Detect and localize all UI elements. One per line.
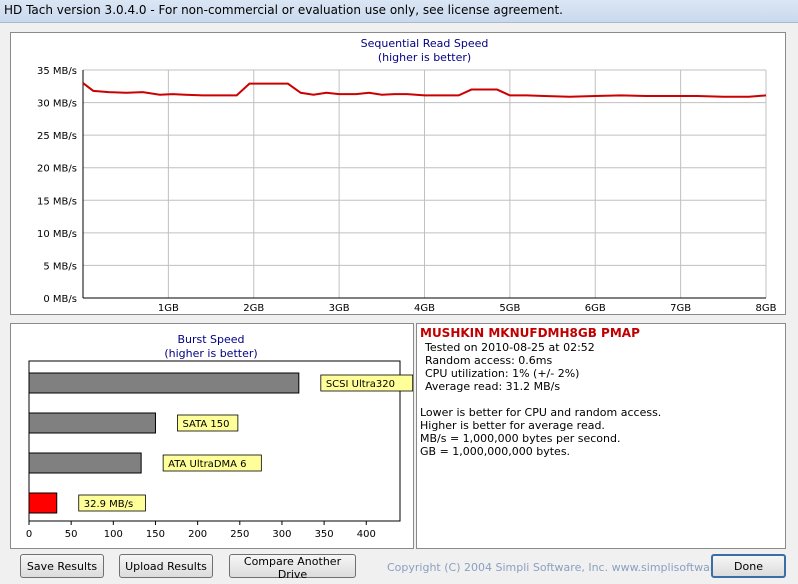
average-read-text: Average read: 31.2 MB/s bbox=[425, 380, 561, 393]
done-button[interactable]: Done bbox=[711, 554, 786, 578]
burst-speed-panel: Burst Speed (higher is better) SCSI Ultra3… bbox=[10, 323, 414, 549]
burst-x-tick-label: 0 bbox=[26, 529, 32, 540]
burst-bar bbox=[28, 412, 156, 434]
copyright-text: Copyright (C) 2004 Simpli Software, Inc.… bbox=[387, 561, 748, 574]
title-bar: HD Tach version 3.0.4.0 - For non-commer… bbox=[0, 0, 798, 23]
note-gb-definition: GB = 1,000,000,000 bytes. bbox=[420, 445, 571, 458]
burst-bar-label-box bbox=[162, 454, 262, 472]
burst-bar-label-box bbox=[320, 374, 414, 392]
y-tick-label: 5 MB/s bbox=[43, 261, 77, 272]
note-lower-better: Lower is better for CPU and random acces… bbox=[420, 406, 662, 419]
burst-bar-label: 32.9 MB/s bbox=[84, 499, 134, 510]
y-tick-label: 20 MB/s bbox=[37, 164, 77, 175]
window-title: HD Tach version 3.0.4.0 - For non-commer… bbox=[4, 3, 563, 17]
random-access-text: Random access: 0.6ms bbox=[425, 354, 553, 367]
burst-x-tick-label: 200 bbox=[188, 529, 207, 540]
sequential-read-chart: Sequential Read Speed(higher is better) 3… bbox=[37, 37, 777, 314]
burst-x-tick-label: 250 bbox=[230, 529, 249, 540]
y-tick-label: 0 MB/s bbox=[43, 294, 77, 305]
burst-bar bbox=[28, 452, 142, 474]
drive-info-panel: MUSHKIN MKNUFDMH8GB PMAP Tested on 2010-… bbox=[416, 323, 786, 549]
burst-x-tick-label: 350 bbox=[315, 529, 334, 540]
upload-results-button[interactable]: Upload Results bbox=[119, 554, 213, 578]
burst-speed-chart: Burst Speed(higher is better) SCSI Ultra3… bbox=[26, 333, 414, 540]
note-higher-better: Higher is better for average read. bbox=[420, 419, 605, 432]
sequential-chart-subtitle: (higher is better) bbox=[378, 51, 471, 64]
save-results-button[interactable]: Save Results bbox=[20, 554, 104, 578]
x-tick-label: 5GB bbox=[499, 303, 520, 314]
sequential-read-panel: Sequential Read Speed (higher is better) 3… bbox=[10, 32, 786, 315]
burst-bar-label-box bbox=[177, 414, 239, 432]
burst-chart-title: Burst Speed bbox=[177, 333, 244, 346]
burst-x-tick-label: 100 bbox=[104, 529, 123, 540]
burst-x-tick-label: 50 bbox=[65, 529, 78, 540]
burst-bar bbox=[28, 492, 58, 514]
y-tick-label: 10 MB/s bbox=[37, 229, 77, 240]
burst-bar-label: ATA UltraDMA 6 bbox=[168, 459, 246, 470]
x-tick-label: 1GB bbox=[158, 303, 179, 314]
burst-bar bbox=[28, 372, 300, 394]
tested-on-text: Tested on 2010-08-25 at 02:52 bbox=[425, 341, 595, 354]
drive-name: MUSHKIN MKNUFDMH8GB PMAP bbox=[420, 326, 640, 340]
burst-x-tick-label: 300 bbox=[272, 529, 291, 540]
read-speed-line bbox=[82, 82, 767, 98]
x-tick-label: 2GB bbox=[243, 303, 264, 314]
burst-chart-subtitle: (higher is better) bbox=[164, 347, 257, 360]
x-tick-label: 7GB bbox=[670, 303, 691, 314]
x-tick-label: 3GB bbox=[329, 303, 350, 314]
y-tick-label: 35 MB/s bbox=[37, 66, 77, 77]
y-tick-label: 30 MB/s bbox=[37, 99, 77, 110]
burst-x-tick-label: 400 bbox=[357, 529, 376, 540]
y-tick-label: 15 MB/s bbox=[37, 196, 77, 207]
sequential-chart-title: Sequential Read Speed bbox=[361, 37, 489, 50]
y-tick-label: 25 MB/s bbox=[37, 131, 77, 142]
compare-drive-button[interactable]: Compare Another Drive bbox=[229, 554, 356, 581]
burst-x-tick-label: 150 bbox=[146, 529, 165, 540]
x-tick-label: 8GB bbox=[756, 303, 777, 314]
x-tick-label: 4GB bbox=[414, 303, 435, 314]
x-tick-label: 6GB bbox=[585, 303, 606, 314]
cpu-utilization-text: CPU utilization: 1% (+/- 2%) bbox=[425, 367, 580, 380]
burst-bar-label-box bbox=[78, 494, 146, 512]
burst-bar-label: SATA 150 bbox=[182, 419, 229, 430]
burst-bar-label: SCSI Ultra320 bbox=[326, 379, 395, 390]
note-mbps-definition: MB/s = 1,000,000 bytes per second. bbox=[420, 432, 621, 445]
